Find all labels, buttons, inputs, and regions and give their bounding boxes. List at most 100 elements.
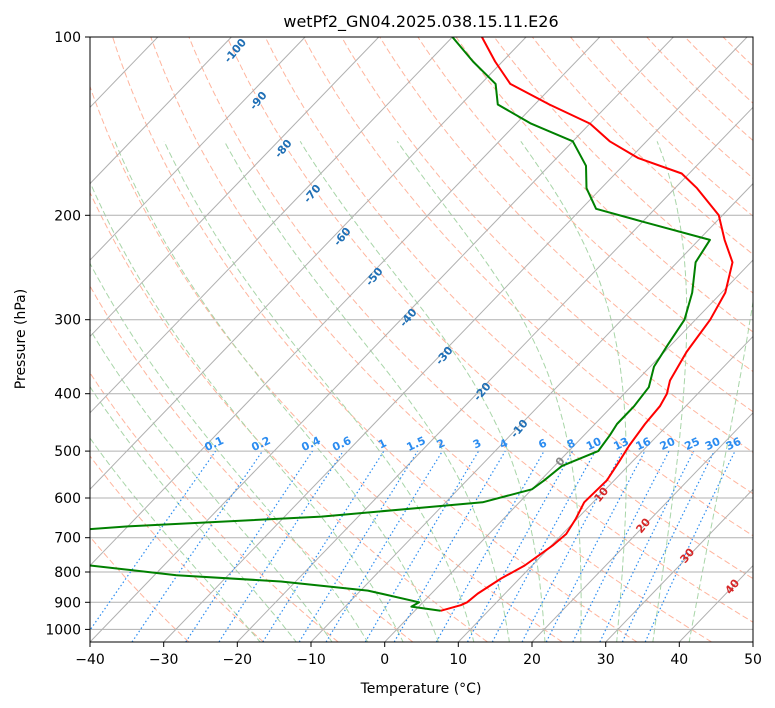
mixing-ratio-line (262, 450, 385, 642)
isotherm-line (310, 182, 753, 642)
moist-adiabat-line (90, 385, 297, 642)
mixing-ratio-line (131, 450, 263, 642)
dry-adiabat-line (226, 37, 753, 580)
isotherm-line (90, 37, 527, 490)
dry-adiabat-line (722, 37, 753, 67)
moist-adiabat-line (90, 328, 333, 642)
mixing-ratio-line (621, 450, 715, 642)
mixing-ratio-line (491, 450, 596, 642)
isotherm-line (90, 37, 674, 642)
dry-adiabat-line (302, 37, 753, 495)
sounding-lines (90, 37, 734, 612)
mixing-ratio-line (325, 450, 443, 642)
mixing-ratio-line (364, 450, 480, 642)
mixing-ratio-line (298, 450, 419, 642)
x-tick-label: −40 (75, 652, 105, 668)
dry-adiabat-line (684, 37, 753, 104)
y-tick-label: 500 (54, 444, 81, 460)
y-tick-label: 800 (54, 565, 81, 581)
dry-adiabat-line (150, 37, 712, 642)
axes: −40 −30 −20 −10 0 10 20 30 40 5010020030040050060… (45, 30, 762, 668)
mixing-ratio-line (599, 450, 695, 642)
dry-adiabat-label: -80 (272, 137, 295, 161)
dry-adiabat-line (570, 37, 753, 217)
plot-frame (89, 36, 754, 643)
x-tick-label: 30 (597, 652, 615, 668)
y-tick-label: 1000 (45, 622, 81, 638)
dewpoint-profile-line (90, 37, 711, 612)
x-tick-label: 0 (380, 652, 389, 668)
y-tick-label: 600 (54, 491, 81, 507)
dry-adiabat-line (188, 37, 753, 623)
moist-adiabat-line (688, 298, 753, 642)
moist-adiabat-line (114, 141, 440, 642)
mixing-ratio-label: 3 (471, 436, 483, 451)
moist-adiabat-line (299, 141, 546, 642)
line-labels: -100-90-80-70-60-50-40-30-20-100.1 0.2 0.4… (203, 36, 744, 597)
x-tick-label: 20 (523, 652, 541, 668)
mixing-ratio-label: 36 (724, 435, 744, 453)
background-grid (90, 37, 775, 642)
mixing-ratio-line (466, 450, 574, 642)
dry-adiabat-label: -90 (247, 89, 270, 113)
isotherm-line (531, 412, 753, 642)
y-tick-label: 300 (54, 313, 81, 329)
mixing-ratio-line (644, 450, 736, 642)
mixing-ratio-label: 2 (435, 436, 447, 451)
mixing-ratio-line (90, 450, 217, 632)
isotherm-line (90, 37, 306, 261)
isotherm-line (384, 259, 753, 642)
mixing-ratio-label: 20 (658, 435, 678, 453)
moist-adiabat-line (90, 262, 369, 642)
moist-adiabat-label: 10 (591, 484, 611, 504)
dry-adiabat-line (417, 37, 753, 373)
mixing-ratio-label: 6 (536, 436, 549, 451)
y-tick-label: 400 (54, 387, 81, 403)
moist-adiabat-line (223, 141, 510, 642)
dry-adiabat-line (455, 37, 753, 333)
dry-adiabat-line (90, 455, 264, 642)
dry-adiabat-label: -60 (331, 225, 354, 249)
mixing-ratio-line (185, 450, 313, 642)
y-tick-label: 900 (54, 595, 81, 611)
mixing-ratio-line (572, 450, 670, 642)
isotherm-line (605, 488, 753, 642)
moist-adiabat-line (652, 141, 688, 642)
dry-adiabat-line (90, 372, 339, 642)
isotherm-line (90, 37, 232, 185)
x-tick-label: 50 (744, 652, 762, 668)
x-tick-label: −10 (296, 652, 326, 668)
y-tick-label: 200 (54, 208, 81, 224)
moist-adiabat-line (90, 181, 404, 642)
mixing-ratio-label: 13 (612, 435, 631, 453)
dry-adiabat-line (90, 191, 488, 642)
dry-adiabat-label: -40 (397, 306, 420, 330)
mixing-ratio-line (218, 450, 344, 642)
mixing-ratio-label: 4 (498, 436, 511, 451)
isotherm-line (236, 106, 753, 642)
mixing-ratio-line (435, 450, 545, 642)
dry-adiabat-line (264, 37, 753, 537)
dry-adiabat-label: -30 (433, 344, 456, 368)
temperature-profile-line (440, 37, 734, 612)
dry-adiabat-line (646, 37, 753, 142)
isotherm-line (163, 37, 748, 642)
isotherm-line (90, 37, 380, 338)
y-tick-label: 100 (54, 30, 81, 46)
isotherm-line (90, 37, 453, 414)
dry-adiabat-label: -50 (363, 265, 386, 289)
y-axis-label: Pressure (hPa) (13, 289, 29, 389)
dry-adiabat-label: -100 (221, 36, 249, 66)
isotherm-line (90, 37, 601, 567)
dry-adiabat-line (531, 37, 753, 255)
x-tick-label: 40 (670, 652, 688, 668)
dry-adiabat-line (112, 37, 638, 642)
mixing-ratio-label: 30 (703, 435, 723, 453)
x-tick-label: 10 (449, 652, 467, 668)
dry-adiabat-line (761, 37, 775, 642)
dry-adiabat-line (493, 37, 753, 294)
moist-adiabat-line (163, 141, 475, 642)
moist-adiabat-line (90, 437, 261, 642)
isotherm-line (457, 335, 753, 642)
